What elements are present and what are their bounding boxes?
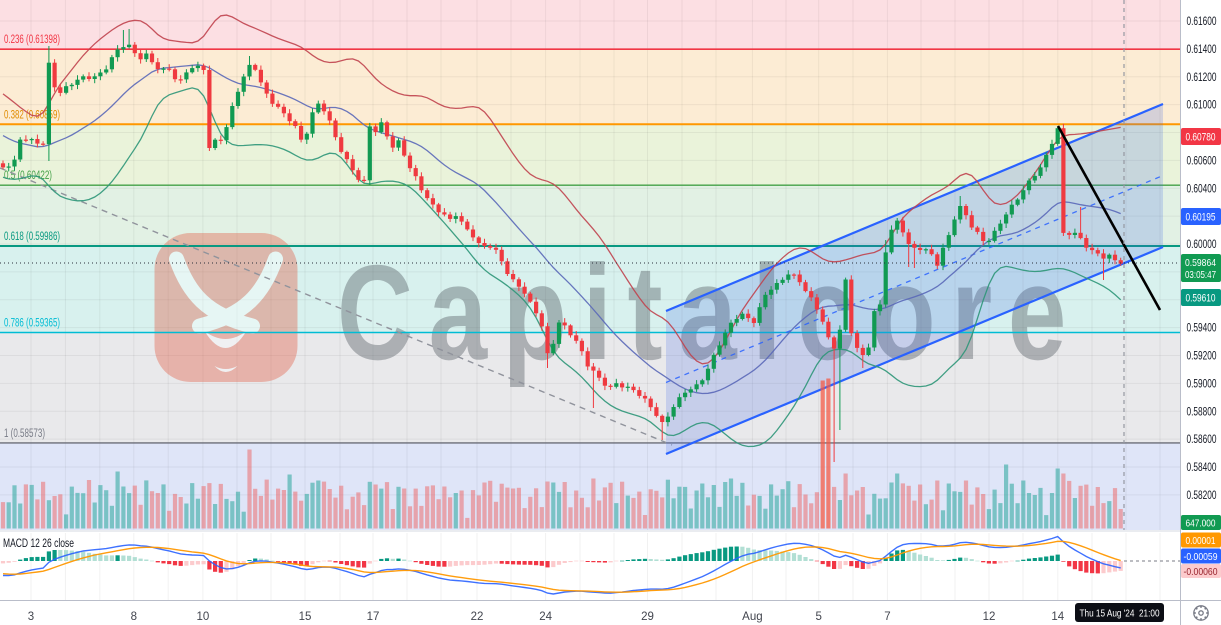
- svg-text:15: 15: [299, 611, 312, 623]
- svg-text:0.60400: 0.60400: [1187, 183, 1217, 195]
- svg-text:7: 7: [884, 611, 890, 623]
- svg-text:0.61600: 0.61600: [1187, 16, 1217, 28]
- svg-text:17: 17: [367, 611, 380, 623]
- svg-text:0.61400: 0.61400: [1187, 44, 1217, 56]
- svg-text:0.60600: 0.60600: [1187, 155, 1217, 167]
- svg-text:0.00001: 0.00001: [1185, 536, 1215, 547]
- svg-text:10: 10: [197, 611, 210, 623]
- svg-text:0.236 (0.61398): 0.236 (0.61398): [4, 34, 60, 46]
- svg-text:MACD 12 26 close: MACD 12 26 close: [3, 538, 74, 550]
- svg-text:0.58400: 0.58400: [1187, 462, 1217, 474]
- svg-text:0.58600: 0.58600: [1187, 434, 1217, 446]
- svg-text:22: 22: [471, 611, 484, 623]
- svg-text:1 (0.58573): 1 (0.58573): [4, 428, 45, 440]
- svg-text:14: 14: [1051, 611, 1064, 623]
- svg-text:Aug: Aug: [742, 611, 762, 623]
- svg-text:0.59400: 0.59400: [1187, 323, 1217, 335]
- svg-text:Thu 15 Aug '24 21:00: Thu 15 Aug '24 21:00: [1080, 608, 1160, 620]
- svg-text:0.786 (0.59365): 0.786 (0.59365): [4, 318, 60, 330]
- svg-text:0.60195: 0.60195: [1185, 212, 1215, 224]
- svg-text:3: 3: [28, 611, 34, 623]
- svg-text:5: 5: [815, 611, 821, 623]
- svg-text:03:05:47: 03:05:47: [1185, 269, 1216, 281]
- svg-text:24: 24: [539, 611, 552, 623]
- svg-text:0.59000: 0.59000: [1187, 378, 1217, 390]
- svg-text:-0.00059: -0.00059: [1184, 552, 1218, 563]
- svg-text:0.61200: 0.61200: [1187, 72, 1217, 84]
- svg-text:-0.00060: -0.00060: [1184, 567, 1218, 578]
- svg-text:29: 29: [641, 611, 654, 623]
- svg-text:12: 12: [983, 611, 996, 623]
- svg-text:647.000: 647.000: [1186, 519, 1216, 530]
- svg-text:0.618 (0.59986): 0.618 (0.59986): [4, 231, 60, 243]
- svg-text:0.59610: 0.59610: [1185, 293, 1215, 305]
- svg-text:0.60780: 0.60780: [1185, 132, 1215, 144]
- svg-text:0.61000: 0.61000: [1187, 100, 1217, 112]
- svg-text:0.60000: 0.60000: [1187, 239, 1217, 251]
- svg-text:8: 8: [131, 611, 137, 623]
- svg-text:0.59864: 0.59864: [1185, 257, 1216, 269]
- svg-text:0.59200: 0.59200: [1187, 351, 1217, 363]
- svg-text:0.58800: 0.58800: [1187, 406, 1217, 418]
- svg-text:0.58200: 0.58200: [1187, 490, 1217, 502]
